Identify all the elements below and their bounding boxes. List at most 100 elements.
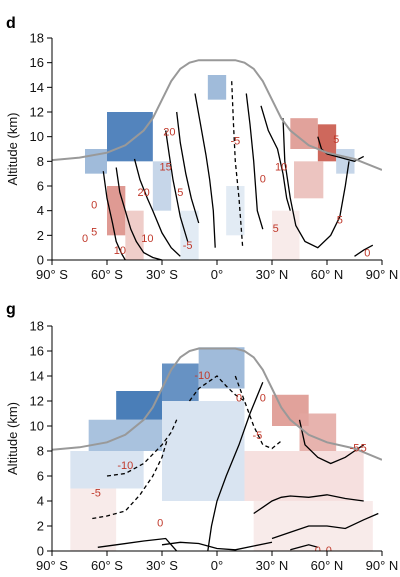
- contour-label: 5: [337, 214, 343, 226]
- y-tick-label: 2: [37, 519, 44, 534]
- shading-cell: [70, 451, 144, 489]
- y-tick-label: 0: [37, 544, 44, 559]
- contour-line: [165, 130, 189, 242]
- x-tick-label: 30° N: [256, 267, 289, 282]
- shading-cell: [162, 363, 199, 401]
- y-tick-label: 14: [30, 80, 44, 95]
- contour-line: [282, 118, 350, 249]
- contour-label: 0: [364, 248, 370, 260]
- shading-cell: [207, 75, 227, 100]
- contour-line: [245, 93, 264, 230]
- y-tick-label: 14: [30, 369, 44, 384]
- contour-line: [176, 111, 200, 224]
- contour-line-dashed: [188, 375, 245, 402]
- shading-cell: [336, 149, 355, 174]
- x-tick-label: 60° N: [311, 267, 344, 282]
- contour-label: 0: [326, 545, 332, 557]
- contour-line: [133, 158, 181, 257]
- shading-cell: [198, 347, 245, 389]
- x-tick-label: 90° S: [36, 267, 68, 282]
- shading-cell: [125, 210, 144, 260]
- x-tick-label: 60° S: [91, 558, 123, 573]
- contour-label: -5: [230, 135, 240, 147]
- shading-cell: [70, 488, 117, 551]
- panel-letter: d: [6, 15, 16, 32]
- y-tick-label: 12: [30, 105, 44, 120]
- contour-line-dashed: [92, 438, 169, 520]
- y-tick-label: 8: [37, 154, 44, 169]
- panel-letter: g: [6, 301, 16, 318]
- contour-line: [194, 93, 216, 248]
- contour-line: [317, 136, 365, 162]
- x-tick-label: 0°: [211, 267, 223, 282]
- contour-line: [271, 512, 379, 540]
- contour-label: 0: [157, 517, 163, 529]
- y-tick-label: 16: [30, 344, 44, 359]
- shading-cell: [317, 124, 337, 162]
- contour-label: 0: [260, 174, 266, 186]
- y-tick-label: 4: [37, 203, 44, 218]
- contour-label: -10: [117, 460, 133, 472]
- chart-panel-d: d 0 0 5 10 10 20 15 20 5 -5 -5 0 10 5 5 0 5 0 2 4 6 8 10 12 14 16 1…: [5, 15, 399, 282]
- x-tick-label: 90° S: [36, 558, 68, 573]
- shading-cell: [107, 186, 126, 236]
- contour-label: 5: [91, 227, 97, 239]
- contour-label: 5: [361, 442, 367, 454]
- chart-d-svg: d00510102015205-5-5010550502468101214161…: [5, 15, 399, 282]
- contour-line-dashed: [234, 375, 282, 450]
- tropopause-line: [52, 59, 382, 171]
- contour-label: -5: [183, 240, 193, 252]
- y-axis-title: Altitude (km): [5, 113, 20, 186]
- contour-label: 5: [333, 134, 339, 146]
- shading-cell: [180, 210, 199, 260]
- contour-label: 10: [275, 161, 287, 173]
- x-tick-label: 90° N: [366, 267, 399, 282]
- x-tick-label: 60° S: [91, 267, 123, 282]
- contour-label: -5: [252, 430, 262, 442]
- contour-label: 20: [138, 187, 150, 199]
- tropopause-line: [52, 347, 382, 461]
- shading-cell: [272, 210, 300, 260]
- contour-label: 10: [114, 245, 126, 257]
- contour-label: -5: [91, 487, 101, 499]
- contour-label: 10: [141, 233, 153, 245]
- contour-label: 0: [236, 392, 242, 404]
- shading-cell: [152, 161, 172, 211]
- shading-cell: [294, 161, 324, 199]
- x-tick-label: 60° N: [311, 558, 344, 573]
- contour-label: -5: [350, 442, 360, 454]
- contour-label: 0: [260, 392, 266, 404]
- contour-label: 0: [315, 545, 321, 557]
- y-tick-label: 16: [30, 55, 44, 70]
- contour-line: [161, 541, 273, 551]
- contour-line: [102, 171, 126, 260]
- contour-label: 0: [82, 233, 88, 245]
- y-tick-label: 8: [37, 444, 44, 459]
- contour-label: 0: [91, 200, 97, 212]
- y-tick-label: 2: [37, 228, 44, 243]
- contour-line: [354, 244, 374, 257]
- shading-cell: [162, 401, 245, 501]
- contour-label: 15: [160, 161, 172, 173]
- y-tick-label: 18: [30, 319, 44, 334]
- x-tick-label: 30° S: [146, 558, 178, 573]
- contour-line: [253, 494, 364, 515]
- shading-cell: [244, 451, 364, 501]
- y-axis-title: Altitude (km): [5, 402, 20, 475]
- contour-line: [260, 105, 291, 211]
- x-tick-label: 30° N: [256, 558, 289, 573]
- contour-line: [290, 544, 318, 551]
- contour-line: [115, 167, 163, 260]
- contour-label: 5: [273, 223, 279, 235]
- x-tick-label: 0°: [211, 558, 223, 573]
- y-tick-label: 10: [30, 419, 44, 434]
- contour-label: 20: [163, 127, 175, 139]
- contour-label: -10: [194, 370, 210, 382]
- y-tick-label: 4: [37, 494, 44, 509]
- contour-line: [207, 382, 264, 551]
- contour-line-dashed: [106, 419, 178, 477]
- y-tick-label: 10: [30, 129, 44, 144]
- contour-line-dashed: [231, 81, 244, 248]
